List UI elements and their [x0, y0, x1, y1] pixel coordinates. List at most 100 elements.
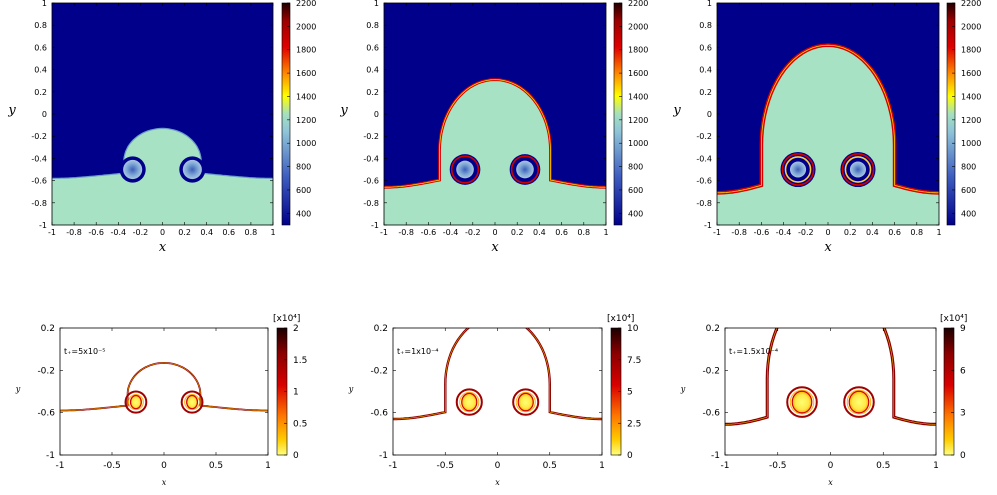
y-axis-label: y	[15, 385, 21, 394]
time-annotation: t₊=1x10⁻⁴	[397, 347, 439, 356]
y-tick-label: 1	[374, 0, 379, 8]
colorbar	[943, 327, 955, 456]
colorbar-tick-label: 3	[960, 409, 966, 419]
x-tick-label: 0.5	[543, 461, 557, 471]
bubble-core-2	[516, 160, 534, 179]
y-tick-label: 0.4	[366, 66, 379, 75]
y-tick-label: -1	[46, 451, 55, 461]
y-tick-label: -0.8	[31, 199, 47, 208]
y-tick-label: 1	[42, 0, 47, 8]
colorbar	[613, 2, 623, 226]
colorbar-tick-label: 2000	[961, 22, 981, 31]
time-annotation: t₊=1.5x10⁻⁴	[729, 347, 778, 356]
x-tick-label: 0.6	[555, 228, 568, 237]
y-tick-label: 0.2	[34, 88, 47, 97]
bubble-ring-2-1	[841, 153, 875, 186]
bubble-core-1	[791, 390, 813, 414]
x-tick-label: -0.4	[443, 228, 459, 237]
y-tick-label: -0.4	[696, 154, 712, 163]
colorbar-tick-label: 5	[627, 388, 633, 398]
x-tick-label: -0.4	[110, 228, 126, 237]
colorbar-tick-label: 2200	[296, 0, 316, 8]
colorbar-tick-label: 1000	[296, 139, 316, 148]
x-tick-label: 0.5	[876, 461, 890, 471]
colorbar-tick-label: 1200	[296, 116, 316, 125]
colorbar-tick-label: 1.5	[293, 356, 307, 366]
y-tick-label: -0.2	[31, 132, 47, 141]
plot-area	[60, 328, 268, 455]
x-tick-label: 1	[933, 461, 939, 471]
y-axis-label: y	[680, 385, 686, 394]
colorbar-tick-label: 1400	[628, 92, 648, 101]
background	[60, 328, 268, 455]
plot-area	[52, 3, 273, 225]
x-tick-label: 0	[160, 228, 165, 237]
x-tick-label: 0	[495, 461, 501, 471]
interface-highlight	[393, 328, 602, 420]
plot-area	[384, 3, 606, 225]
x-tick-label: -0.4	[776, 228, 792, 237]
x-tick-label: 0	[825, 228, 830, 237]
x-tick-label: 0	[492, 228, 497, 237]
bubble-ring-2-2	[844, 156, 872, 183]
heatmap-panel-1: -1 -0.8 -0.6 -0.4 -0.2 0 0.2 0.4 0.6 0.8 1 -1 -0.8 -0…	[7, 0, 316, 255]
x-tick-label: 1	[599, 461, 605, 471]
colorbar-tick-label: 400	[296, 209, 311, 218]
y-tick-label: -0.2	[370, 366, 388, 376]
y-tick-label: 0.4	[699, 66, 712, 75]
y-axis-label: y	[339, 103, 348, 118]
colorbar-tick-label: 800	[628, 163, 643, 172]
colorbar-tick-label: 0	[627, 451, 633, 461]
bubble-ring-inner-2	[184, 394, 200, 411]
heatmap-panel-6: t₊=1.5x10⁻⁴ -1 -0.5 0 0.5 1 -1 -0.6 -0.2 0.2 x y 0 3 6…	[680, 314, 968, 487]
colorbar-tick-label: 2.5	[627, 419, 641, 429]
colorbar	[281, 2, 291, 226]
y-axis-label: y	[348, 385, 354, 394]
y-tick-label: 0.8	[34, 21, 47, 30]
liquid-region	[52, 128, 273, 225]
bubble-ring-outer-1	[455, 388, 483, 416]
x-tick-label: 0.4	[533, 228, 546, 237]
x-tick-label: -0.8	[731, 228, 747, 237]
x-tick-label: 0.4	[200, 228, 213, 237]
colorbar-tick-label: 6	[960, 366, 966, 376]
bubble-core-1	[456, 160, 474, 179]
y-axis-label: y	[672, 103, 681, 118]
colorbar-tick-label: 1600	[296, 69, 316, 78]
bubble-core-2	[849, 161, 867, 178]
x-tick-label: -1	[56, 461, 65, 471]
plot-area	[393, 328, 602, 455]
x-tick-label: 0	[161, 461, 167, 471]
colorbar-tick-label: 9	[960, 324, 966, 334]
colorbar-tick-label: 10	[627, 324, 639, 334]
y-tick-label: 0	[707, 110, 712, 119]
x-tick-label: 0.8	[245, 228, 258, 237]
interface-highlight	[60, 362, 268, 411]
x-tick-label: 0.2	[178, 228, 191, 237]
colorbar-tick-label: 800	[296, 163, 311, 172]
x-tick-label: -0.8	[66, 228, 82, 237]
y-tick-label: 0.2	[374, 324, 388, 334]
x-axis-label: x	[159, 240, 167, 255]
colorbar-tick-label: 2	[293, 324, 299, 334]
y-tick-label: 1	[707, 0, 712, 8]
colorbar-tick-label: 2000	[296, 22, 316, 31]
y-tick-label: 0.6	[34, 43, 47, 52]
interface-line	[52, 127, 273, 179]
colorbar-tick-label: 1800	[628, 46, 648, 55]
y-tick-label: -1	[704, 221, 712, 230]
y-tick-label: 0.8	[366, 21, 379, 30]
background	[393, 328, 602, 455]
x-tick-label: 1	[936, 228, 941, 237]
x-tick-label: 1	[270, 228, 275, 237]
y-tick-label: -0.4	[363, 154, 379, 163]
colorbar-tick-label: 1200	[961, 116, 981, 125]
colorbar-tick-label: 2200	[628, 0, 648, 8]
colorbar	[946, 2, 956, 226]
y-tick-label: -1	[711, 451, 720, 461]
x-tick-label: -0.2	[465, 228, 481, 237]
plot-area	[717, 3, 939, 225]
x-axis-label: x	[162, 478, 167, 487]
y-tick-label: -0.6	[370, 409, 388, 419]
x-tick-label: -1	[380, 228, 388, 237]
